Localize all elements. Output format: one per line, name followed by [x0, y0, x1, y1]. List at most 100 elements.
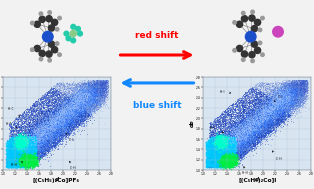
Point: [275, 93, 280, 96]
Point: [212, 159, 217, 162]
Point: [288, 94, 293, 98]
Point: [277, 81, 282, 84]
Point: [32, 136, 37, 139]
Point: [225, 139, 230, 142]
Point: [247, 131, 252, 134]
Point: [223, 110, 228, 113]
Point: [6, 152, 11, 155]
Point: [35, 148, 40, 151]
Point: [67, 103, 72, 106]
Point: [37, 139, 42, 143]
Point: [21, 157, 26, 160]
Point: [236, 142, 241, 145]
Point: [237, 122, 242, 125]
Point: [46, 127, 51, 130]
Point: [93, 91, 98, 94]
Point: [230, 136, 235, 139]
Point: [275, 112, 280, 115]
Point: [40, 131, 45, 134]
Point: [236, 113, 241, 116]
Point: [241, 138, 246, 141]
Point: [256, 140, 261, 143]
Point: [291, 92, 296, 95]
Point: [260, 114, 265, 117]
Point: [209, 151, 214, 154]
Point: [239, 124, 244, 127]
Point: [252, 121, 257, 124]
Point: [68, 105, 73, 108]
Point: [269, 104, 274, 107]
Point: [87, 86, 92, 89]
Point: [33, 128, 38, 131]
Point: [55, 119, 60, 122]
Point: [229, 163, 234, 166]
Point: [229, 133, 234, 136]
Point: [55, 121, 60, 124]
Point: [63, 122, 68, 125]
Point: [45, 144, 50, 147]
Point: [14, 141, 19, 144]
Point: [274, 112, 279, 115]
Point: [22, 111, 27, 114]
Point: [295, 82, 300, 85]
Point: [14, 160, 19, 163]
Point: [29, 151, 34, 154]
Point: [222, 158, 227, 161]
Point: [217, 148, 222, 151]
Point: [71, 97, 76, 100]
Point: [228, 163, 233, 166]
Point: [241, 142, 246, 145]
Point: [24, 143, 30, 146]
Point: [19, 154, 24, 157]
Point: [261, 129, 266, 132]
Point: [234, 136, 239, 139]
Point: [247, 137, 252, 140]
Point: [35, 143, 40, 146]
Point: [263, 120, 268, 123]
Point: [268, 126, 273, 129]
Point: [96, 85, 101, 88]
Point: [271, 99, 276, 102]
Point: [271, 131, 276, 134]
Point: [301, 79, 306, 82]
Point: [55, 116, 60, 119]
Point: [70, 101, 75, 104]
Point: [242, 125, 247, 129]
Point: [38, 140, 43, 143]
Point: [42, 154, 47, 157]
Point: [254, 93, 259, 96]
Point: [63, 120, 68, 123]
Point: [38, 131, 43, 134]
Point: [80, 110, 85, 113]
Point: [250, 131, 255, 134]
Point: [297, 86, 302, 89]
Point: [66, 133, 71, 136]
Point: [254, 126, 259, 129]
Point: [282, 101, 287, 104]
Point: [224, 157, 229, 160]
Point: [39, 144, 44, 147]
Point: [225, 151, 230, 154]
Point: [229, 162, 234, 165]
Point: [79, 128, 84, 131]
Point: [45, 144, 50, 147]
Point: [35, 131, 40, 134]
Point: [57, 98, 62, 101]
Point: [272, 108, 277, 111]
Point: [203, 162, 208, 165]
Point: [213, 147, 218, 150]
Point: [232, 139, 237, 142]
Point: [28, 162, 33, 165]
Point: [31, 158, 36, 161]
Point: [38, 137, 43, 140]
Point: [256, 135, 261, 138]
Point: [68, 106, 73, 109]
Point: [35, 143, 41, 146]
Point: [218, 163, 223, 166]
Point: [227, 156, 232, 159]
Point: [270, 115, 275, 118]
Point: [283, 98, 288, 101]
Point: [227, 148, 232, 151]
Point: [234, 149, 239, 152]
Point: [220, 155, 225, 158]
